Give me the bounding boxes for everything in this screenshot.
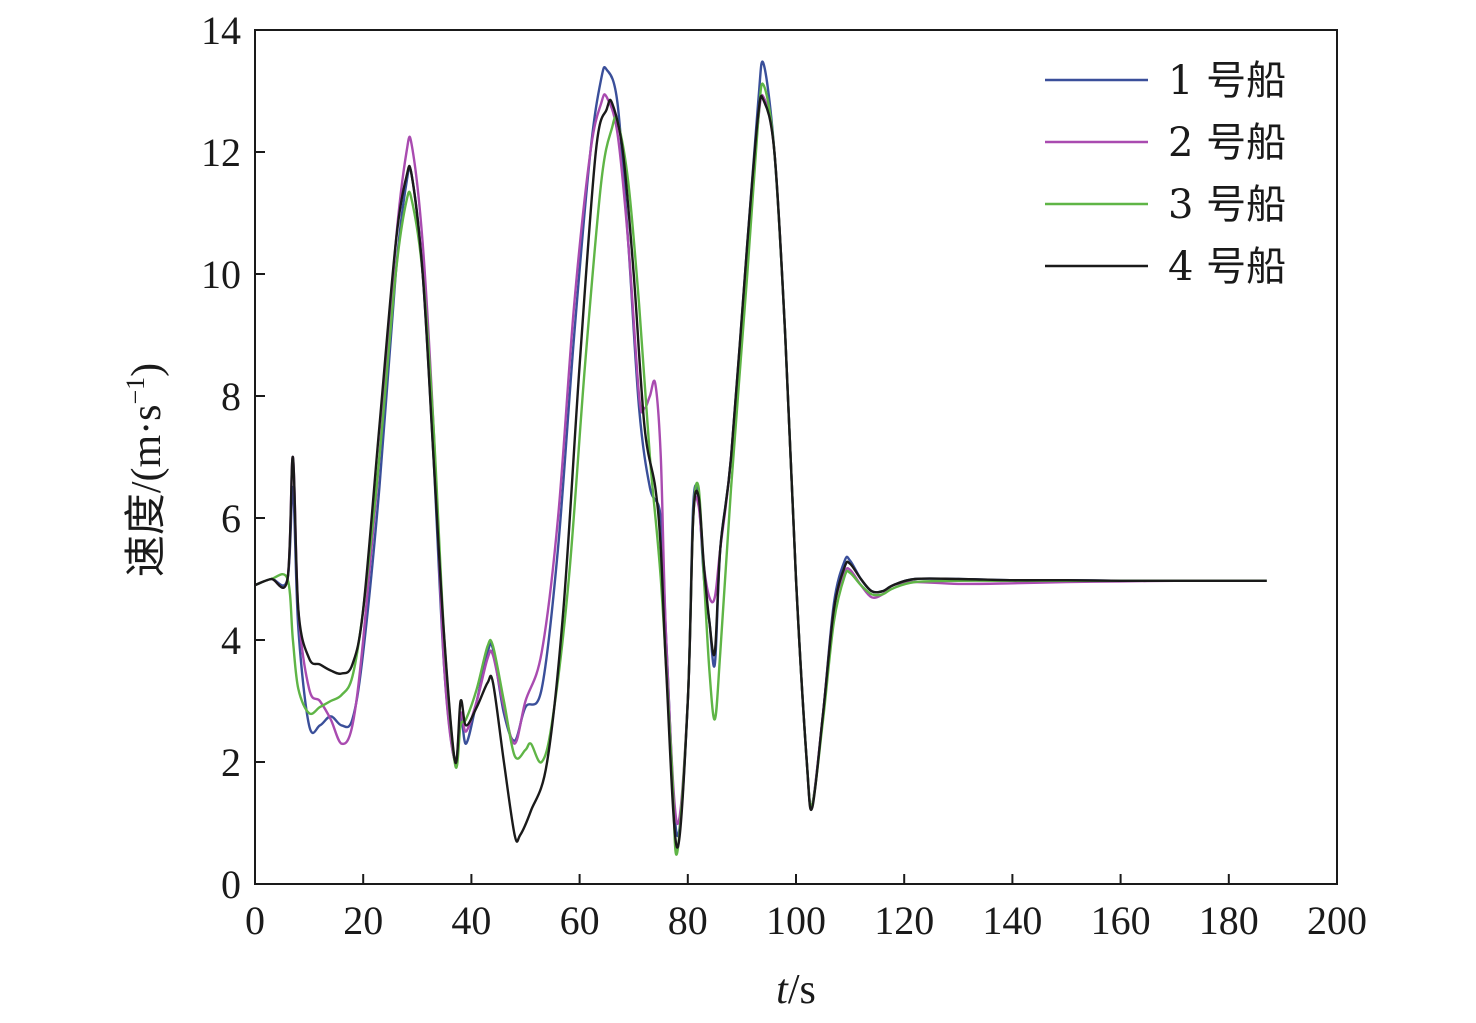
legend-label-2: 2 号船: [1168, 120, 1286, 166]
legend-label-3: 3 号船: [1168, 182, 1286, 228]
y-tick-label: 4: [221, 618, 241, 663]
legend-label-4: 4 号船: [1168, 244, 1286, 290]
x-axis-title: t/s: [776, 967, 816, 1013]
y-tick-label: 8: [221, 374, 241, 419]
y-tick-label: 6: [221, 496, 241, 541]
y-axis-title-close: ): [124, 363, 170, 377]
x-tick-label: 200: [1307, 898, 1367, 943]
x-tick-label: 20: [343, 898, 383, 943]
x-tick-label: 160: [1091, 898, 1151, 943]
labels-layer: 0 20 40 60 80 100 120 140 160 180 200 0 2 4 6 8 10 12 14: [201, 8, 1367, 943]
y-tick-label: 2: [221, 740, 241, 785]
y-axis-title-sup: −1: [121, 377, 150, 405]
ticks-layer: [254, 29, 1338, 885]
y-tick-label: 0: [221, 862, 241, 907]
x-axis-title-var: t: [776, 967, 789, 1013]
series-layer: [254, 60, 1267, 856]
x-tick-label: 140: [982, 898, 1042, 943]
x-tick-label: 100: [766, 898, 826, 943]
x-tick-label: 0: [245, 898, 265, 943]
x-tick-label: 80: [668, 898, 708, 943]
series-line-4: [254, 94, 1267, 849]
legend-label-1: 1 号船: [1168, 58, 1286, 104]
y-axis-title-main: 速度/(m·s: [124, 405, 170, 578]
y-axis-title: 速度/(m·s−1): [121, 363, 170, 577]
y-tick-label: 14: [201, 8, 241, 53]
y-tick-label: 12: [201, 130, 241, 175]
y-tick-label: 10: [201, 252, 241, 297]
x-tick-label: 180: [1199, 898, 1259, 943]
x-axis-title-unit: /s: [788, 967, 816, 1013]
x-tick-label: 120: [874, 898, 934, 943]
legend: 1 号船 2 号船 3 号船 4 号船: [1045, 58, 1286, 290]
series-line-3: [254, 82, 1267, 856]
x-tick-label: 40: [451, 898, 491, 943]
x-tick-label: 60: [560, 898, 600, 943]
